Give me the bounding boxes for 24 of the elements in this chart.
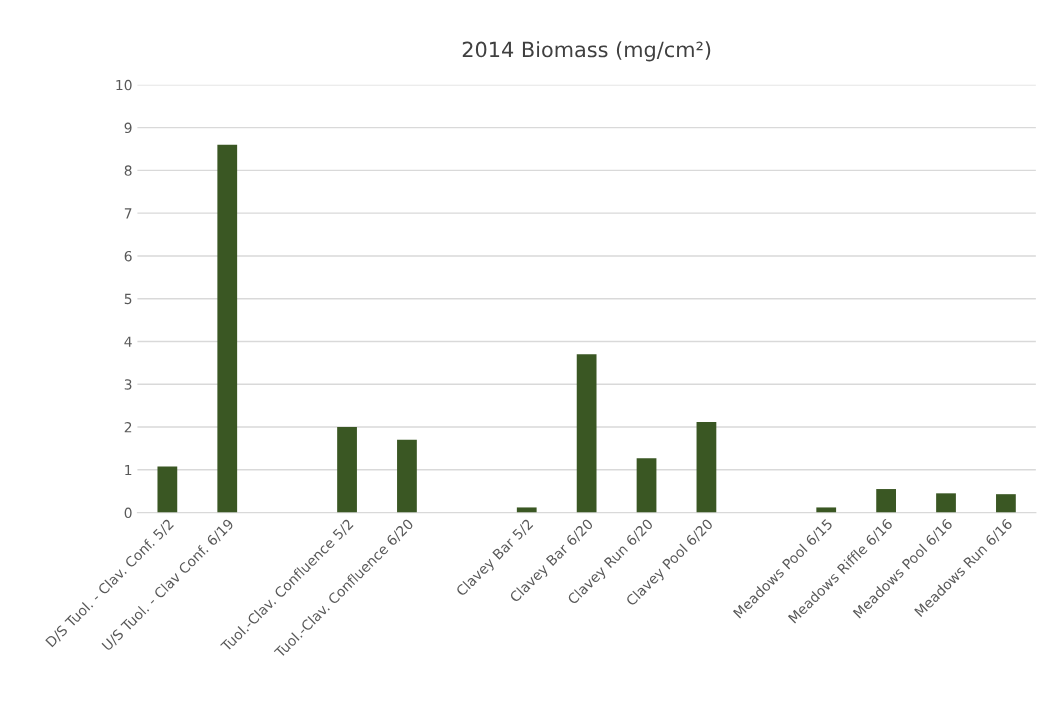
y-tick-label: 2: [124, 422, 132, 433]
y-tick-label: 3: [124, 379, 132, 390]
y-tick-label: 5: [124, 293, 132, 305]
y-tick-label: 8: [124, 165, 132, 176]
bar: [516, 507, 537, 513]
y-tick-label: 0: [124, 507, 132, 519]
bar: [636, 458, 657, 513]
chart-title: 2014 Biomass (mg/cm²): [462, 41, 711, 62]
bar: [157, 466, 178, 513]
bar: [696, 421, 717, 513]
bar: [816, 507, 837, 513]
y-tick-label: 1: [125, 464, 132, 476]
y-tick-label: 10: [116, 79, 132, 91]
y-tick-label: 6: [124, 250, 132, 262]
bar: [936, 493, 956, 513]
bar: [876, 489, 896, 513]
bar: [996, 494, 1016, 513]
y-tick-label: 4: [124, 336, 132, 347]
bar: [337, 427, 357, 513]
bar: [576, 354, 597, 513]
y-tick-label: 9: [124, 122, 132, 134]
bar: [217, 144, 238, 513]
bar: [397, 439, 417, 513]
y-tick-label: 7: [124, 208, 132, 219]
